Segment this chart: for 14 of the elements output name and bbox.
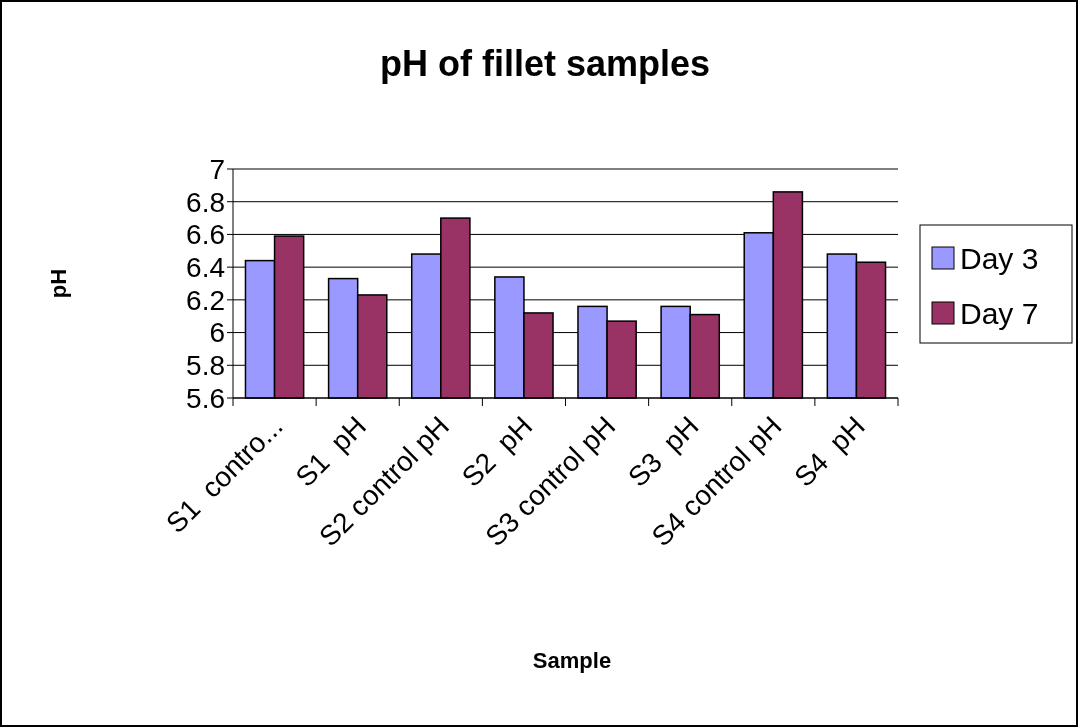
y-tick-label: 5.8 <box>186 350 225 382</box>
legend-label: Day 7 <box>960 296 1039 330</box>
y-tick-label: 6.4 <box>186 251 225 283</box>
y-tick-label: 7 <box>209 153 225 185</box>
y-tick-label: 6 <box>209 317 225 349</box>
y-axis-title: pH <box>46 268 71 299</box>
y-tick-label: 6.2 <box>186 284 225 316</box>
legend-label: Day 3 <box>960 241 1039 275</box>
x-axis-title: Sample <box>532 648 612 673</box>
y-tick-label: 6.8 <box>186 186 225 218</box>
x-tick-label: S4 pH <box>788 410 871 493</box>
chart-title: pH of fillet samples <box>379 43 711 84</box>
y-tick-label: 6.6 <box>186 219 225 251</box>
y-tick-label: 5.6 <box>186 382 225 414</box>
